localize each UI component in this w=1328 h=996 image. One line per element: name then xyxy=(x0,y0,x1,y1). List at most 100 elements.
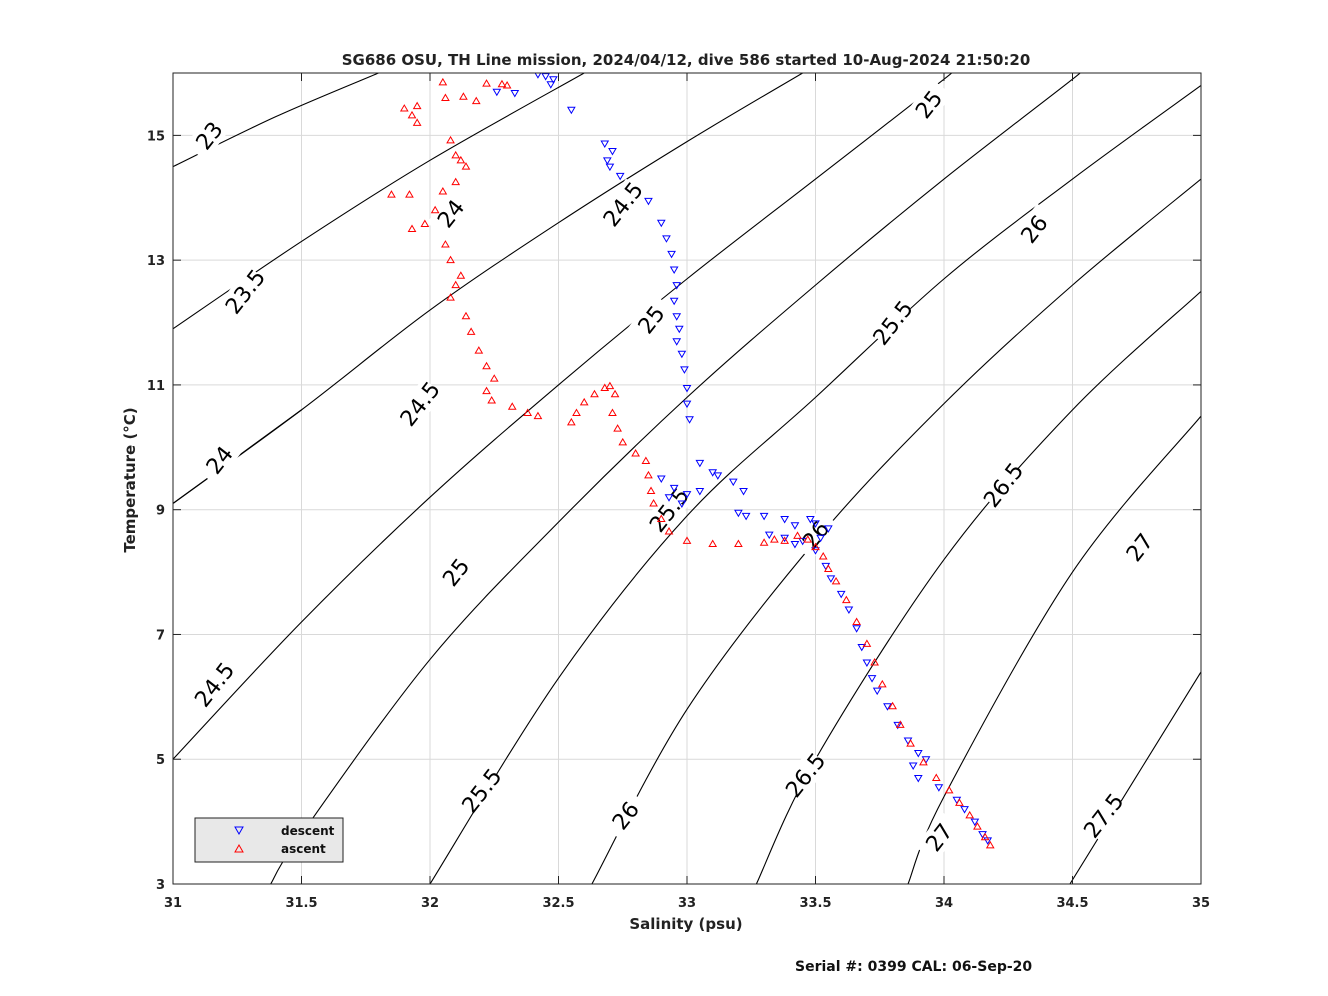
ascent-point xyxy=(438,187,448,195)
descent-point xyxy=(669,484,679,493)
descent-point xyxy=(566,106,576,115)
ascent-point xyxy=(641,456,651,465)
descent-point xyxy=(857,643,867,652)
isopycnal-label-bg xyxy=(395,378,444,429)
descent-point xyxy=(741,512,751,521)
y-tick-label: 13 xyxy=(147,254,165,269)
y-axis-label: Temperature (°C) xyxy=(121,407,139,552)
isopycnal-label-bg xyxy=(1010,203,1058,255)
ascent-point xyxy=(793,531,802,539)
descent-point xyxy=(615,172,625,181)
ascent-point xyxy=(399,104,409,112)
descent-point xyxy=(862,659,872,668)
ascent-point xyxy=(489,374,499,382)
isopycnal-label-bg xyxy=(904,78,953,130)
descent-point xyxy=(682,385,692,393)
ascent-point xyxy=(862,639,872,647)
ascent-point xyxy=(461,162,471,170)
legend-box xyxy=(194,817,344,863)
descent-point xyxy=(728,478,738,487)
ascent-point xyxy=(438,77,448,86)
ascent-point xyxy=(407,110,417,119)
ascent-point xyxy=(965,810,975,819)
chart-title: SG686 OSU, TH Line mission, 2024/04/12, … xyxy=(342,51,1031,69)
descent-point xyxy=(695,459,705,468)
x-tick-label: 32.5 xyxy=(542,896,574,911)
ascent-point xyxy=(613,424,622,432)
isopycnal-label-bg xyxy=(457,765,506,816)
isopycnal-label-bg xyxy=(868,297,917,348)
isopycnal-label-bg xyxy=(645,484,693,536)
ascent-point xyxy=(461,311,471,320)
isopycnal-label-bg xyxy=(915,811,963,863)
descent-point xyxy=(759,512,769,521)
y-tick-label: 9 xyxy=(156,504,165,519)
ascent-point xyxy=(708,539,718,548)
series-ascent xyxy=(387,77,995,849)
descent-point xyxy=(674,325,684,334)
ascent-point xyxy=(523,408,533,416)
ascent-point xyxy=(852,617,861,625)
ascent-point xyxy=(387,190,396,198)
ascent-point xyxy=(466,327,476,335)
y-tick-label: 15 xyxy=(147,129,165,144)
isopycnal-contours xyxy=(173,73,1201,884)
ascent-point xyxy=(497,79,507,88)
ascent-point xyxy=(973,822,982,830)
ascent-point xyxy=(656,514,666,523)
ascent-point xyxy=(412,101,422,110)
descent-point xyxy=(790,522,800,530)
ascent-point xyxy=(507,402,517,410)
ascent-point xyxy=(451,177,461,186)
descent-point xyxy=(739,487,748,496)
descent-point xyxy=(844,606,854,615)
x-tick-label: 34.5 xyxy=(1056,896,1088,911)
x-axis-label: Salinity (psu) xyxy=(629,915,742,933)
isopycnal-label-bg xyxy=(195,434,244,486)
ascent-point xyxy=(610,389,620,398)
descent-point xyxy=(510,89,520,98)
series-descent xyxy=(492,73,993,845)
ascent-point xyxy=(944,785,954,794)
ascent-point xyxy=(734,539,743,548)
descent-point xyxy=(605,163,615,172)
x-tick-label: 32 xyxy=(421,896,439,911)
ascent-point xyxy=(888,701,897,710)
ascent-point xyxy=(919,757,928,766)
descent-point xyxy=(669,297,679,306)
descent-point xyxy=(867,675,877,683)
ascent-point xyxy=(780,536,790,544)
ascent-point xyxy=(405,190,414,198)
data-series xyxy=(387,73,995,849)
isopycnal-line xyxy=(173,73,953,760)
descent-point xyxy=(872,687,882,696)
descent-point xyxy=(780,516,790,524)
legend-ascent-label: ascent xyxy=(281,842,326,856)
ascent-point xyxy=(811,542,820,551)
x-tick-label: 31 xyxy=(164,896,182,911)
ascent-point xyxy=(980,832,990,841)
ascent-point xyxy=(841,595,851,604)
y-tick-label: 5 xyxy=(156,753,165,768)
descent-point xyxy=(669,266,679,275)
ascent-point xyxy=(649,498,658,507)
descent-point xyxy=(811,547,820,555)
ascent-point xyxy=(955,798,964,806)
descent-point xyxy=(790,541,800,549)
ascent-point xyxy=(482,361,491,370)
descent-point xyxy=(934,784,944,792)
isopycnal-line xyxy=(173,73,379,168)
descent-point xyxy=(664,494,674,502)
ascent-point xyxy=(420,219,430,227)
serial-cal-footer: Serial #: 0399 CAL: 06-Sep-20 xyxy=(795,959,1032,975)
descent-point xyxy=(656,475,666,483)
ascent-point xyxy=(823,564,833,572)
descent-point xyxy=(960,806,969,814)
ascent-point xyxy=(482,79,491,87)
isopycnal-label-bg xyxy=(190,659,238,710)
descent-point xyxy=(836,590,846,599)
ascent-point xyxy=(631,449,640,457)
ascent-point xyxy=(644,470,653,479)
ascent-point xyxy=(608,408,617,416)
